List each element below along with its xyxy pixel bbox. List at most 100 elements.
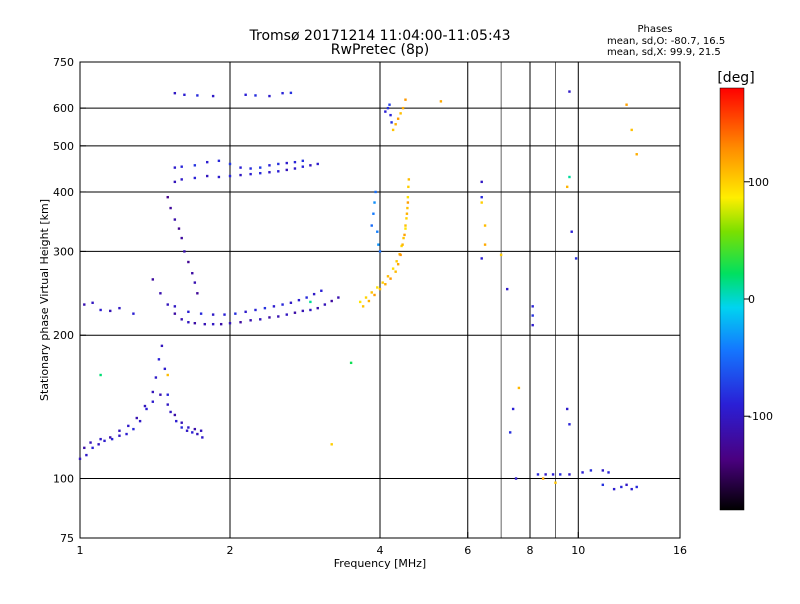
data-point [268, 164, 271, 167]
x-tick-label: 8 [527, 544, 534, 557]
data-point [378, 250, 382, 253]
data-point [277, 170, 280, 173]
data-point [625, 103, 628, 106]
data-point [574, 257, 578, 260]
x-tick-label: 6 [464, 544, 471, 557]
data-point [143, 404, 147, 408]
data-point [110, 437, 114, 441]
data-point [389, 113, 392, 117]
data-point [132, 312, 135, 315]
data-point [361, 305, 365, 308]
data-point [125, 432, 128, 436]
data-point [625, 483, 628, 487]
data-point [91, 301, 94, 304]
data-point [281, 91, 284, 95]
data-point [309, 300, 312, 304]
data-point [272, 305, 276, 308]
x-tick-label: 4 [377, 544, 384, 557]
data-point [196, 292, 199, 295]
data-point [191, 272, 194, 275]
data-point [439, 100, 443, 103]
data-point [183, 250, 186, 253]
data-point [99, 437, 102, 441]
trace-o-mode-F1-upper [173, 289, 323, 316]
data-point [78, 457, 82, 461]
data-point [399, 112, 402, 115]
data-point [373, 293, 376, 297]
data-point [289, 301, 293, 304]
colorbar-tick-label: 0 [748, 293, 755, 306]
data-point [159, 393, 162, 396]
data-point [177, 227, 181, 230]
data-point [293, 311, 297, 314]
data-point [201, 436, 204, 439]
data-point [180, 236, 183, 240]
y-tick-label: 100 [53, 473, 74, 486]
x-tick-label: 1 [77, 544, 84, 557]
data-point [193, 321, 197, 325]
data-point [373, 201, 376, 204]
data-point [396, 117, 400, 120]
data-point [330, 299, 333, 303]
data-point [183, 93, 186, 96]
data-point [259, 318, 262, 321]
data-point [166, 373, 169, 377]
data-point [316, 306, 319, 310]
data-point [285, 161, 288, 165]
data-point [187, 321, 190, 324]
data-point [630, 128, 633, 132]
data-point [285, 168, 288, 172]
data-point [185, 429, 189, 432]
data-point [378, 287, 382, 291]
data-point [199, 312, 203, 315]
data-point [568, 423, 571, 426]
data-point [132, 427, 135, 431]
data-point [581, 471, 584, 474]
data-point [401, 106, 405, 110]
data-point [249, 319, 252, 322]
colorbar-ticks: 100 0 -100 [744, 176, 773, 423]
data-point [404, 224, 407, 227]
data-point [309, 308, 312, 312]
data-point [403, 233, 406, 237]
data-point [480, 195, 483, 199]
data-point [301, 159, 305, 163]
data-point [601, 469, 605, 472]
data-point [391, 128, 395, 132]
data-point [211, 313, 215, 316]
data-point [536, 473, 540, 476]
data-point [281, 303, 284, 306]
data-point [277, 315, 280, 318]
data-point [166, 195, 169, 199]
data-point [263, 306, 267, 310]
legend-x-stats: mean, sd,X: 99.9, 21.5 [607, 47, 721, 58]
data-point [323, 303, 327, 306]
data-point [370, 224, 373, 227]
trace-o-mode-lower-branch [83, 393, 203, 450]
data-point [180, 165, 183, 168]
trace-o-mode-low-E [78, 344, 204, 461]
data-point [399, 253, 402, 257]
data-point [173, 166, 177, 169]
data-point [91, 446, 94, 450]
data-point [483, 224, 487, 227]
x-tick-label: 10 [571, 544, 585, 557]
y-tick-label: 600 [53, 102, 74, 115]
data-point [151, 390, 155, 394]
data-point [480, 180, 483, 184]
data-point [531, 314, 534, 317]
data-point [160, 344, 164, 348]
data-point [217, 175, 221, 179]
data-point [305, 296, 308, 299]
data-point [109, 309, 112, 313]
data-point [607, 471, 610, 474]
data-point [337, 296, 340, 299]
data-point [196, 94, 199, 97]
data-point [544, 473, 547, 476]
data-point [138, 419, 142, 423]
data-point [402, 236, 405, 240]
data-point [483, 243, 487, 246]
data-point [239, 173, 242, 177]
data-point [480, 257, 483, 260]
